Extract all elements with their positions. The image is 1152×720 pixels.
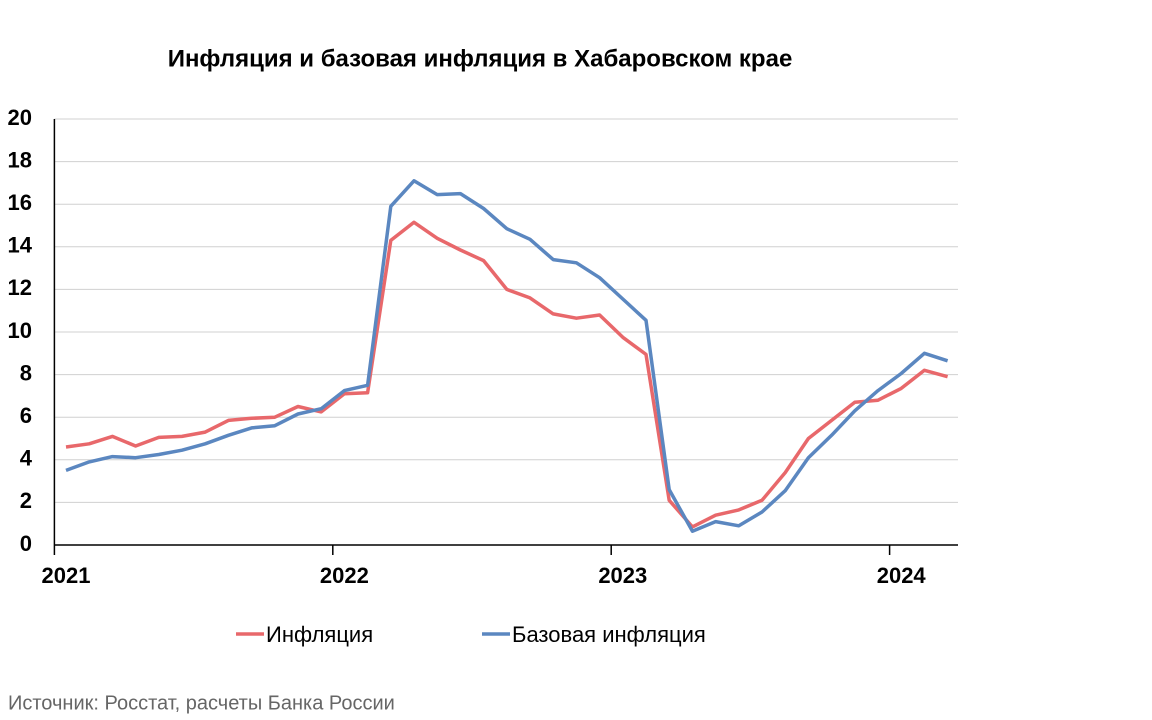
y-tick-label: 18 bbox=[8, 147, 32, 172]
legend-label: Базовая инфляция bbox=[512, 622, 706, 647]
x-tick-label: 2022 bbox=[320, 563, 369, 588]
chart-title: Инфляция и базовая инфляция в Хабаровско… bbox=[168, 45, 793, 72]
y-tick-label: 20 bbox=[8, 105, 32, 130]
y-tick-label: 16 bbox=[8, 190, 32, 215]
source-note: Источник: Росстат, расчеты Банка России bbox=[8, 692, 395, 714]
y-tick-label: 6 bbox=[20, 403, 32, 428]
series-line bbox=[65, 220, 949, 529]
y-tick-label: 8 bbox=[20, 360, 32, 385]
y-tick-label: 4 bbox=[20, 446, 33, 471]
y-tick-label: 12 bbox=[8, 275, 32, 300]
x-tick-label: 2024 bbox=[877, 563, 927, 588]
y-tick-label: 14 bbox=[8, 233, 33, 258]
x-tick-label: 2023 bbox=[598, 563, 647, 588]
y-tick-label: 0 bbox=[20, 531, 32, 556]
y-tick-label: 10 bbox=[8, 318, 32, 343]
x-tick-label: 2021 bbox=[42, 563, 91, 588]
y-tick-label: 2 bbox=[20, 488, 32, 513]
series-line bbox=[65, 179, 949, 533]
legend-label: Инфляция bbox=[266, 622, 373, 647]
